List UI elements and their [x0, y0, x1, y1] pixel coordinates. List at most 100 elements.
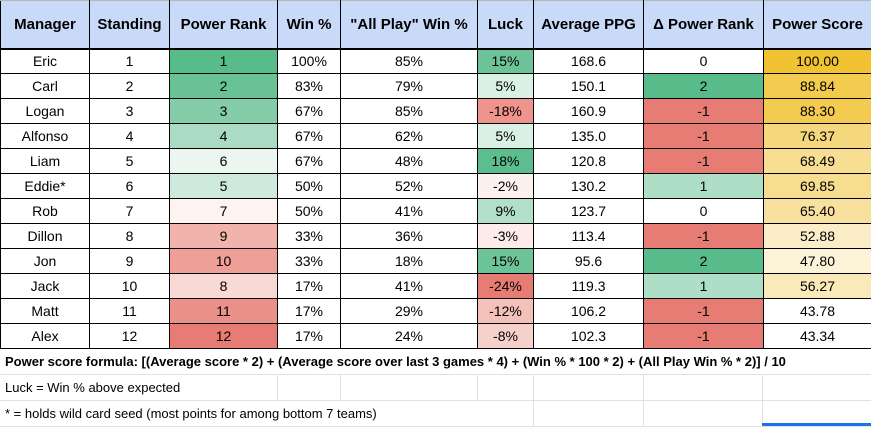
- cell-win-pct[interactable]: 100%: [277, 48, 341, 74]
- cell-luck[interactable]: 9%: [477, 198, 534, 224]
- cell-win-pct[interactable]: 33%: [277, 248, 341, 274]
- cell-all-play-win-pct[interactable]: 85%: [340, 48, 478, 74]
- cell-power-rank[interactable]: 8: [169, 273, 278, 299]
- cell-power-score[interactable]: 88.84: [763, 73, 871, 99]
- cell-average-ppg[interactable]: 130.2: [533, 173, 644, 199]
- cell-power-rank[interactable]: 6: [169, 148, 278, 174]
- column-header-average-ppg[interactable]: Average PPG: [533, 0, 644, 50]
- cell-average-ppg[interactable]: 135.0: [533, 123, 644, 149]
- cell-standing[interactable]: 3: [89, 98, 170, 124]
- cell-delta-power-rank[interactable]: 1: [643, 273, 764, 299]
- cell-average-ppg[interactable]: 123.7: [533, 198, 644, 224]
- cell-win-pct[interactable]: 17%: [277, 323, 341, 349]
- cell-luck[interactable]: -2%: [477, 173, 534, 199]
- cell-manager[interactable]: Logan: [0, 98, 90, 124]
- cell-power-rank[interactable]: 2: [169, 73, 278, 99]
- cell-luck[interactable]: -18%: [477, 98, 534, 124]
- cell-win-pct[interactable]: 17%: [277, 298, 341, 324]
- cell-power-score[interactable]: 100.00: [763, 48, 871, 74]
- cell-win-pct[interactable]: 67%: [277, 123, 341, 149]
- cell-luck[interactable]: 15%: [477, 248, 534, 274]
- cell-standing[interactable]: 5: [89, 148, 170, 174]
- cell-all-play-win-pct[interactable]: 48%: [340, 148, 478, 174]
- cell-power-rank[interactable]: 5: [169, 173, 278, 199]
- cell-standing[interactable]: 11: [89, 298, 170, 324]
- column-header-delta-power-rank[interactable]: Δ Power Rank: [643, 0, 764, 50]
- cell-manager[interactable]: Jon: [0, 248, 90, 274]
- cell-standing[interactable]: 1: [89, 48, 170, 74]
- cell-standing[interactable]: 8: [89, 223, 170, 249]
- cell-average-ppg[interactable]: 102.3: [533, 323, 644, 349]
- cell-all-play-win-pct[interactable]: 36%: [340, 223, 478, 249]
- cell-win-pct[interactable]: 67%: [277, 98, 341, 124]
- cell-manager[interactable]: Dillon: [0, 223, 90, 249]
- luck-note-row[interactable]: Luck = Win % above expected: [0, 375, 871, 401]
- cell-average-ppg[interactable]: 106.2: [533, 298, 644, 324]
- cell-all-play-win-pct[interactable]: 52%: [340, 173, 478, 199]
- cell-power-rank[interactable]: 3: [169, 98, 278, 124]
- cell-manager[interactable]: Alex: [0, 323, 90, 349]
- cell-standing[interactable]: 2: [89, 73, 170, 99]
- cell-manager[interactable]: Eric: [0, 48, 90, 74]
- column-header-win-pct[interactable]: Win %: [277, 0, 341, 50]
- cell-power-rank[interactable]: 4: [169, 123, 278, 149]
- column-header-power-rank[interactable]: Power Rank: [169, 0, 278, 50]
- column-header-manager[interactable]: Manager: [0, 0, 90, 50]
- cell-manager[interactable]: Rob: [0, 198, 90, 224]
- column-header-all-play-win-pct[interactable]: "All Play" Win %: [340, 0, 478, 50]
- cell-luck[interactable]: -24%: [477, 273, 534, 299]
- wildcard-note-row[interactable]: * = holds wild card seed (most points fo…: [0, 401, 871, 427]
- cell-delta-power-rank[interactable]: -1: [643, 223, 764, 249]
- cell-all-play-win-pct[interactable]: 24%: [340, 323, 478, 349]
- cell-delta-power-rank[interactable]: 2: [643, 73, 764, 99]
- cell-standing[interactable]: 4: [89, 123, 170, 149]
- cell-manager[interactable]: Carl: [0, 73, 90, 99]
- cell-average-ppg[interactable]: 160.9: [533, 98, 644, 124]
- cell-luck[interactable]: 15%: [477, 48, 534, 74]
- cell-power-score[interactable]: 88.30: [763, 98, 871, 124]
- cell-average-ppg[interactable]: 95.6: [533, 248, 644, 274]
- formula-note-row[interactable]: Power score formula: [(Average score * 2…: [0, 349, 871, 375]
- cell-luck[interactable]: 5%: [477, 123, 534, 149]
- cell-luck[interactable]: 18%: [477, 148, 534, 174]
- cell-power-rank[interactable]: 7: [169, 198, 278, 224]
- cell-win-pct[interactable]: 83%: [277, 73, 341, 99]
- cell-standing[interactable]: 10: [89, 273, 170, 299]
- cell-win-pct[interactable]: 33%: [277, 223, 341, 249]
- cell-average-ppg[interactable]: 113.4: [533, 223, 644, 249]
- cell-all-play-win-pct[interactable]: 79%: [340, 73, 478, 99]
- cell-delta-power-rank[interactable]: -1: [643, 148, 764, 174]
- cell-win-pct[interactable]: 50%: [277, 198, 341, 224]
- cell-average-ppg[interactable]: 168.6: [533, 48, 644, 74]
- cell-manager[interactable]: Jack: [0, 273, 90, 299]
- cell-power-rank[interactable]: 10: [169, 248, 278, 274]
- cell-power-score[interactable]: 65.40: [763, 198, 871, 224]
- cell-power-rank[interactable]: 12: [169, 323, 278, 349]
- cell-standing[interactable]: 9: [89, 248, 170, 274]
- cell-all-play-win-pct[interactable]: 85%: [340, 98, 478, 124]
- cell-power-rank[interactable]: 11: [169, 298, 278, 324]
- cell-win-pct[interactable]: 67%: [277, 148, 341, 174]
- cell-win-pct[interactable]: 17%: [277, 273, 341, 299]
- cell-luck[interactable]: -8%: [477, 323, 534, 349]
- cell-power-score[interactable]: 76.37: [763, 123, 871, 149]
- cell-power-score[interactable]: 47.80: [763, 248, 871, 274]
- cell-all-play-win-pct[interactable]: 41%: [340, 198, 478, 224]
- cell-standing[interactable]: 12: [89, 323, 170, 349]
- cell-manager[interactable]: Eddie*: [0, 173, 90, 199]
- cell-manager[interactable]: Liam: [0, 148, 90, 174]
- cell-all-play-win-pct[interactable]: 62%: [340, 123, 478, 149]
- cell-power-rank[interactable]: 1: [169, 48, 278, 74]
- cell-power-score[interactable]: 69.85: [763, 173, 871, 199]
- cell-standing[interactable]: 7: [89, 198, 170, 224]
- cell-manager[interactable]: Matt: [0, 298, 90, 324]
- cell-luck[interactable]: -3%: [477, 223, 534, 249]
- cell-power-score[interactable]: 56.27: [763, 273, 871, 299]
- cell-average-ppg[interactable]: 119.3: [533, 273, 644, 299]
- cell-delta-power-rank[interactable]: 2: [643, 248, 764, 274]
- cell-standing[interactable]: 6: [89, 173, 170, 199]
- cell-delta-power-rank[interactable]: 1: [643, 173, 764, 199]
- cell-luck[interactable]: 5%: [477, 73, 534, 99]
- cell-power-score[interactable]: 43.34: [763, 323, 871, 349]
- cell-all-play-win-pct[interactable]: 18%: [340, 248, 478, 274]
